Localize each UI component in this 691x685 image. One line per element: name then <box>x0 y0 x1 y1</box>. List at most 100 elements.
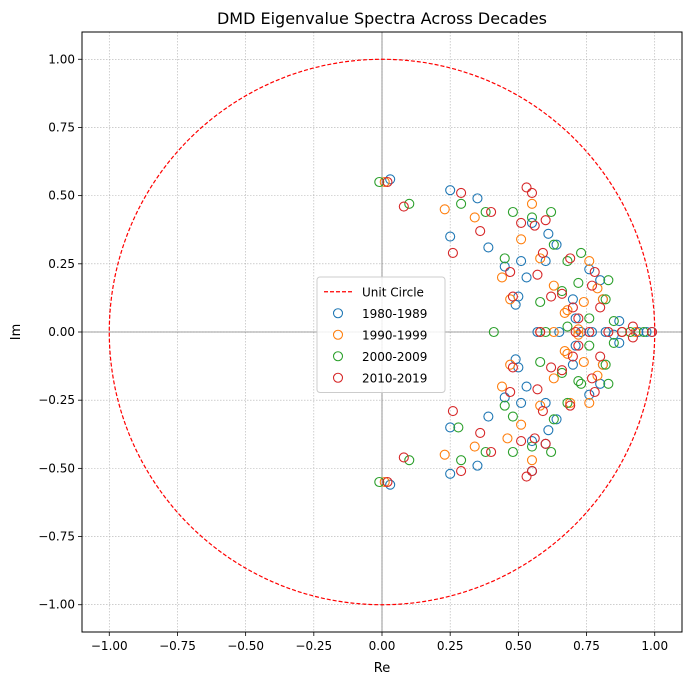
point-2000-2009 <box>548 414 559 425</box>
point-2010-2019 <box>475 427 486 438</box>
point-1980-1989 <box>614 316 625 327</box>
point-1990-1999 <box>562 348 573 359</box>
point-1980-1989 <box>521 272 532 283</box>
point-2000-2009 <box>562 321 573 332</box>
point-2010-2019 <box>589 266 600 278</box>
point-1990-1999 <box>559 346 570 357</box>
point-1990-1999 <box>535 253 546 264</box>
point-2000-2009 <box>548 239 559 250</box>
point-2010-2019 <box>546 291 557 302</box>
x-tick-label: 0.75 <box>573 639 600 653</box>
point-1980-1989 <box>543 228 554 239</box>
point-2010-2019 <box>526 187 538 198</box>
legend: Unit Circle 1980-1989 1990-1999 2000-2009 20… <box>316 276 446 393</box>
legend-label-unit-circle: Unit Circle <box>362 285 424 299</box>
point-2010-2019 <box>529 433 540 444</box>
x-axis-label: Re <box>374 661 390 676</box>
point-1980-1989 <box>499 261 510 272</box>
point-1990-1999 <box>592 283 603 294</box>
legend-swatch-1980-1989 <box>332 308 344 319</box>
point-2010-2019 <box>627 321 638 332</box>
point-1980-1989 <box>567 359 578 370</box>
point-2010-2019 <box>616 326 628 338</box>
point-1980-1989 <box>472 193 483 204</box>
point-2010-2019 <box>556 288 568 299</box>
point-1980-1989 <box>567 294 578 305</box>
point-2010-2019 <box>529 220 540 231</box>
point-2010-2019 <box>586 280 598 291</box>
point-2010-2019 <box>507 362 518 373</box>
x-tick-label: 0.25 <box>437 639 464 653</box>
point-1990-1999 <box>496 272 508 283</box>
point-2010-2019 <box>456 466 467 477</box>
point-1980-1989 <box>516 256 527 267</box>
point-1980-1989 <box>584 264 595 275</box>
point-1980-1989 <box>551 414 562 425</box>
point-1990-1999 <box>469 212 480 223</box>
point-2000-2009 <box>507 206 518 218</box>
point-1980-1989 <box>526 217 538 228</box>
point-1990-1999 <box>548 280 559 291</box>
point-2010-2019 <box>382 176 393 188</box>
point-1980-1989 <box>445 422 456 433</box>
point-2000-2009 <box>540 326 551 338</box>
y-tick-label: 1.00 <box>48 52 75 66</box>
point-1990-1999 <box>496 381 508 392</box>
point-2010-2019 <box>516 436 527 447</box>
point-2000-2009 <box>562 256 573 267</box>
y-tick-label: 0.00 <box>48 325 75 339</box>
point-2000-2009 <box>608 337 619 348</box>
point-2010-2019 <box>584 326 595 338</box>
point-2010-2019 <box>505 266 516 278</box>
point-2010-2019 <box>475 226 486 237</box>
point-2000-2009 <box>576 247 587 258</box>
point-2010-2019 <box>540 215 551 226</box>
point-2010-2019 <box>567 351 578 362</box>
point-2010-2019 <box>565 253 576 264</box>
point-2010-2019 <box>537 247 548 258</box>
point-2000-2009 <box>480 446 491 458</box>
y-tick-label: 0.75 <box>48 120 75 134</box>
point-1990-1999 <box>573 329 584 340</box>
legend-label-1990-1999: 1990-1999 <box>362 328 427 342</box>
point-2000-2009 <box>608 316 619 327</box>
point-2000-2009 <box>499 253 510 264</box>
point-2000-2009 <box>499 400 510 411</box>
point-2000-2009 <box>556 367 568 378</box>
point-2000-2009 <box>546 206 557 218</box>
plot-area: −1.00 −0.75 −0.50 −0.25 0.00 0.25 0.50 0.75 1.00… <box>38 31 683 653</box>
point-2010-2019 <box>532 269 543 280</box>
point-2010-2019 <box>516 217 527 228</box>
point-2000-2009 <box>600 359 611 370</box>
point-2010-2019 <box>556 365 568 376</box>
point-2000-2009 <box>374 476 385 488</box>
point-2010-2019 <box>627 332 638 343</box>
point-1980-1989 <box>445 231 456 242</box>
point-2000-2009 <box>456 455 467 466</box>
point-2000-2009 <box>556 286 568 297</box>
point-2010-2019 <box>573 340 584 351</box>
point-1980-1989 <box>570 313 581 324</box>
point-2000-2009 <box>404 198 415 209</box>
legend-label-2000-2009: 2000-2009 <box>362 350 427 364</box>
y-tick-label: −0.50 <box>38 461 75 475</box>
point-2000-2009 <box>374 176 385 188</box>
point-2010-2019 <box>595 351 606 362</box>
point-2010-2019 <box>447 247 458 258</box>
point-2010-2019 <box>603 326 614 338</box>
point-2000-2009 <box>480 206 491 218</box>
legend-box <box>316 276 446 393</box>
point-1980-1989 <box>576 326 587 338</box>
point-2010-2019 <box>456 187 467 198</box>
point-1990-1999 <box>526 455 538 466</box>
point-2000-2009 <box>488 326 499 338</box>
point-2000-2009 <box>600 294 611 305</box>
y-axis-label: Im <box>9 324 24 341</box>
unit-circle <box>108 58 656 606</box>
point-1980-1989 <box>483 411 494 422</box>
point-1990-1999 <box>439 449 450 460</box>
x-tick-label: 0.00 <box>369 639 396 653</box>
point-2010-2019 <box>595 302 606 313</box>
point-1980-1989 <box>554 326 565 338</box>
